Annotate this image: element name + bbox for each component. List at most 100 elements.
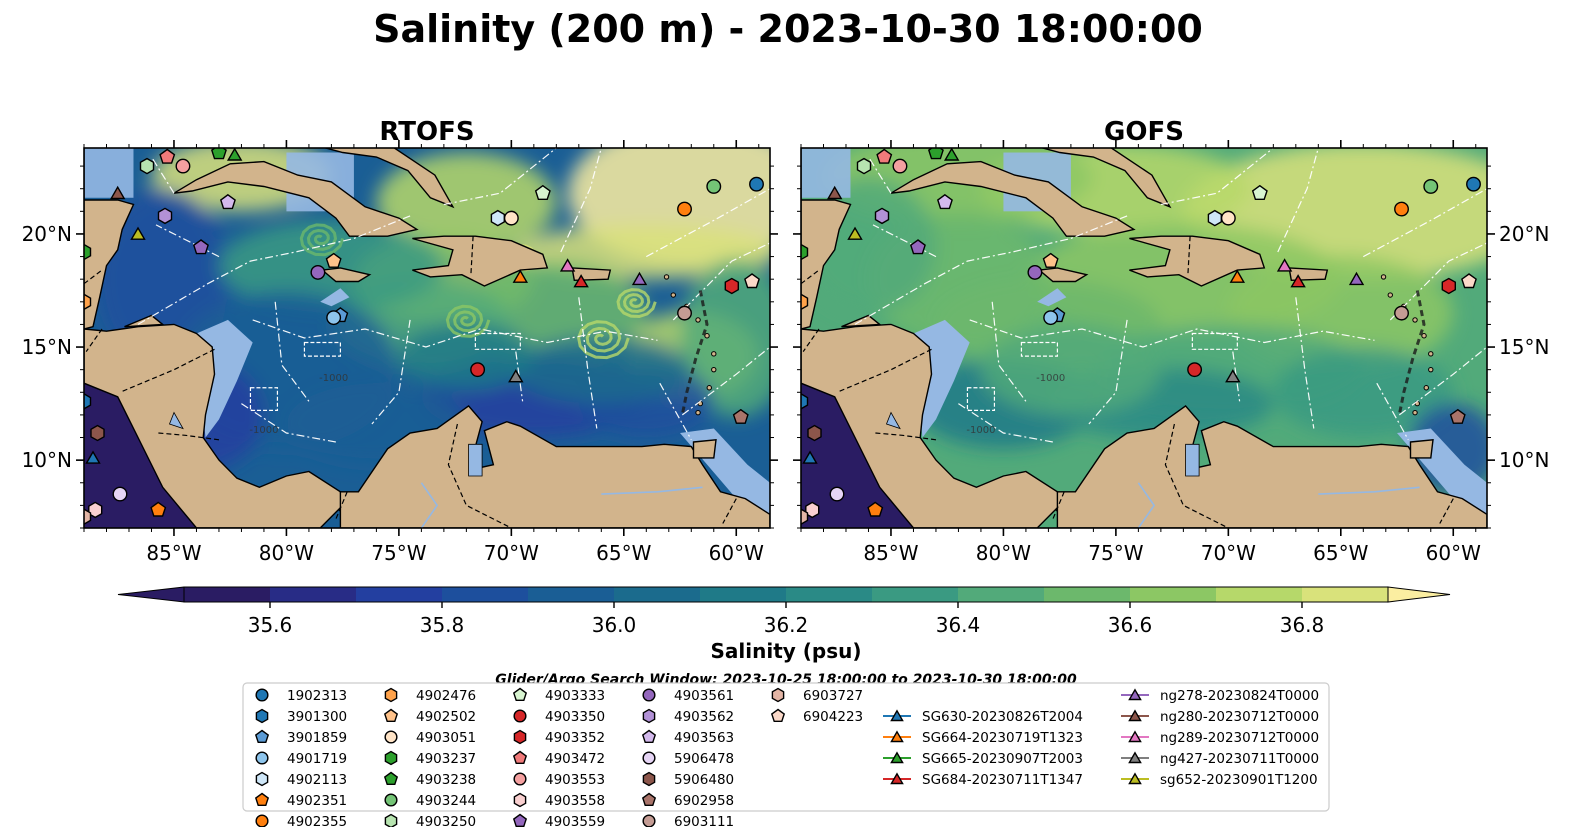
national-border [1052, 491, 1065, 520]
legend-item: ng427-20230711T0000 [1121, 751, 1319, 767]
pedro-bank [320, 288, 350, 307]
legend-item: 4903350 [513, 709, 605, 725]
maritime-boundary [659, 382, 692, 441]
marker-4902476 [84, 293, 92, 311]
map-frame [800, 147, 1488, 529]
puerto-rico-land [571, 267, 612, 282]
land-layer [801, 148, 1487, 528]
legend-marker-ng427-20230711T0000 [1128, 751, 1142, 764]
nicaragua-shelf [196, 319, 253, 438]
x-tick-label: 70°W [484, 541, 539, 565]
legend-marker-4903562 [642, 708, 656, 724]
legend-marker-SG684-20230711T1347 [890, 772, 904, 785]
marker-4903562 [157, 207, 173, 225]
colorbar-segment [786, 587, 873, 602]
legend-label: 5906478 [674, 751, 734, 767]
legend-item: 4903553 [513, 772, 605, 788]
maritime-boundary [578, 297, 598, 429]
legend-label: 4903559 [545, 814, 605, 827]
maritime-boundary [646, 188, 770, 258]
bahamas-land [1040, 148, 1172, 209]
marker-4901719 [1043, 310, 1059, 326]
national-border [470, 236, 474, 275]
antilles-isobath [1397, 290, 1426, 416]
legend-label: 4903244 [416, 793, 476, 809]
marker-4903244 [1423, 179, 1439, 194]
maritime-boundary [991, 301, 1027, 402]
marker-3901300 [801, 392, 809, 410]
legend-marker-ng289-20230712T0000 [1128, 730, 1142, 743]
legend-marker-SG630-20230826T2004 [890, 709, 904, 722]
legend-item: 4901719 [255, 751, 347, 767]
colorbar-tick-label: 36.2 [764, 613, 809, 637]
marker-ng289-20230712T0000 [1276, 258, 1293, 272]
maritime-boundary [1160, 148, 1274, 206]
legend-label: 4903237 [416, 751, 476, 767]
marker-4903333 [1251, 184, 1268, 201]
x-tick-label: 80°W [259, 541, 314, 565]
maritime-boundary [560, 148, 602, 253]
pedro-bank [1037, 288, 1067, 307]
x-tick-label: 65°W [1313, 541, 1368, 565]
legend-label: ng289-20230712T0000 [1160, 730, 1319, 746]
legend-marker-4902113 [255, 771, 269, 787]
colorbar-tick-label: 36.8 [1280, 613, 1325, 637]
legend-item: SG665-20230907T2003 [883, 751, 1083, 767]
eddy-swirl [445, 304, 491, 338]
colorbar-tick-label: 36.4 [936, 613, 981, 637]
national-border [84, 269, 103, 285]
lesser-antilles-island [706, 385, 712, 391]
marker-4903238 [210, 148, 227, 160]
cuba-land [173, 160, 419, 237]
legend-item: 4903244 [384, 793, 476, 809]
pacific-region [84, 383, 197, 528]
legend-label: 4902113 [287, 772, 347, 788]
legend-label: 4903350 [545, 709, 605, 725]
marker-1902313 [749, 176, 764, 192]
jamaica-land [320, 267, 372, 283]
marker-5906478 [112, 486, 128, 502]
legend-item: 4902113 [255, 771, 347, 788]
legend-label: 4903333 [545, 688, 605, 704]
marker-ng278-20230824T0000 [631, 271, 648, 286]
marker-ng280-20230712T0000 [826, 185, 843, 200]
isobath-label: -1000 [319, 373, 348, 384]
central-america-land [84, 323, 344, 528]
colorbar-tick-label: 36.0 [592, 613, 637, 637]
maritime-boundary [681, 346, 770, 416]
colorbar-segment [700, 587, 787, 602]
marker-4903237 [801, 243, 809, 261]
marker-SG630-20230826T2004 [85, 450, 101, 464]
legend-marker-4903250 [384, 813, 398, 827]
marker-4903472 [876, 148, 893, 164]
marker-5906480 [807, 424, 822, 442]
legend-marker-6903727 [771, 687, 785, 703]
marker-4903558 [88, 501, 103, 519]
legend-item: ng289-20230712T0000 [1121, 730, 1319, 746]
colorbar-segment [270, 587, 357, 602]
colorbar-extend-high [1387, 586, 1451, 603]
national-border [335, 491, 348, 520]
national-border [722, 498, 737, 524]
maritime-boundary [241, 403, 337, 443]
legend-label: 5906480 [674, 772, 734, 788]
lake-nicaragua [885, 411, 901, 430]
legend-label: 4903238 [416, 772, 476, 788]
panel-title-left: RTOFS [379, 117, 474, 147]
colorbar-segment [1130, 587, 1217, 602]
river [1137, 482, 1156, 528]
legend-label: SG630-20230826T2004 [922, 709, 1083, 725]
lesser-antilles-island [1423, 385, 1429, 391]
maritime-boundary [1277, 148, 1319, 253]
legend-marker-ng280-20230712T0000 [1128, 709, 1142, 722]
legend-label: 3901300 [287, 709, 347, 725]
marker-6902958 [732, 408, 749, 424]
marker-sg652-20230901T1200 [847, 226, 863, 240]
legend-label: 4902351 [287, 793, 347, 809]
marker-4902351 [867, 501, 884, 517]
marker-SG664-20230719T1323 [512, 269, 529, 283]
salinity-patch [511, 335, 692, 404]
legend-marker-4903563 [641, 729, 657, 743]
legend-label: 6903111 [674, 814, 734, 827]
legend-marker-4902476 [384, 687, 398, 703]
